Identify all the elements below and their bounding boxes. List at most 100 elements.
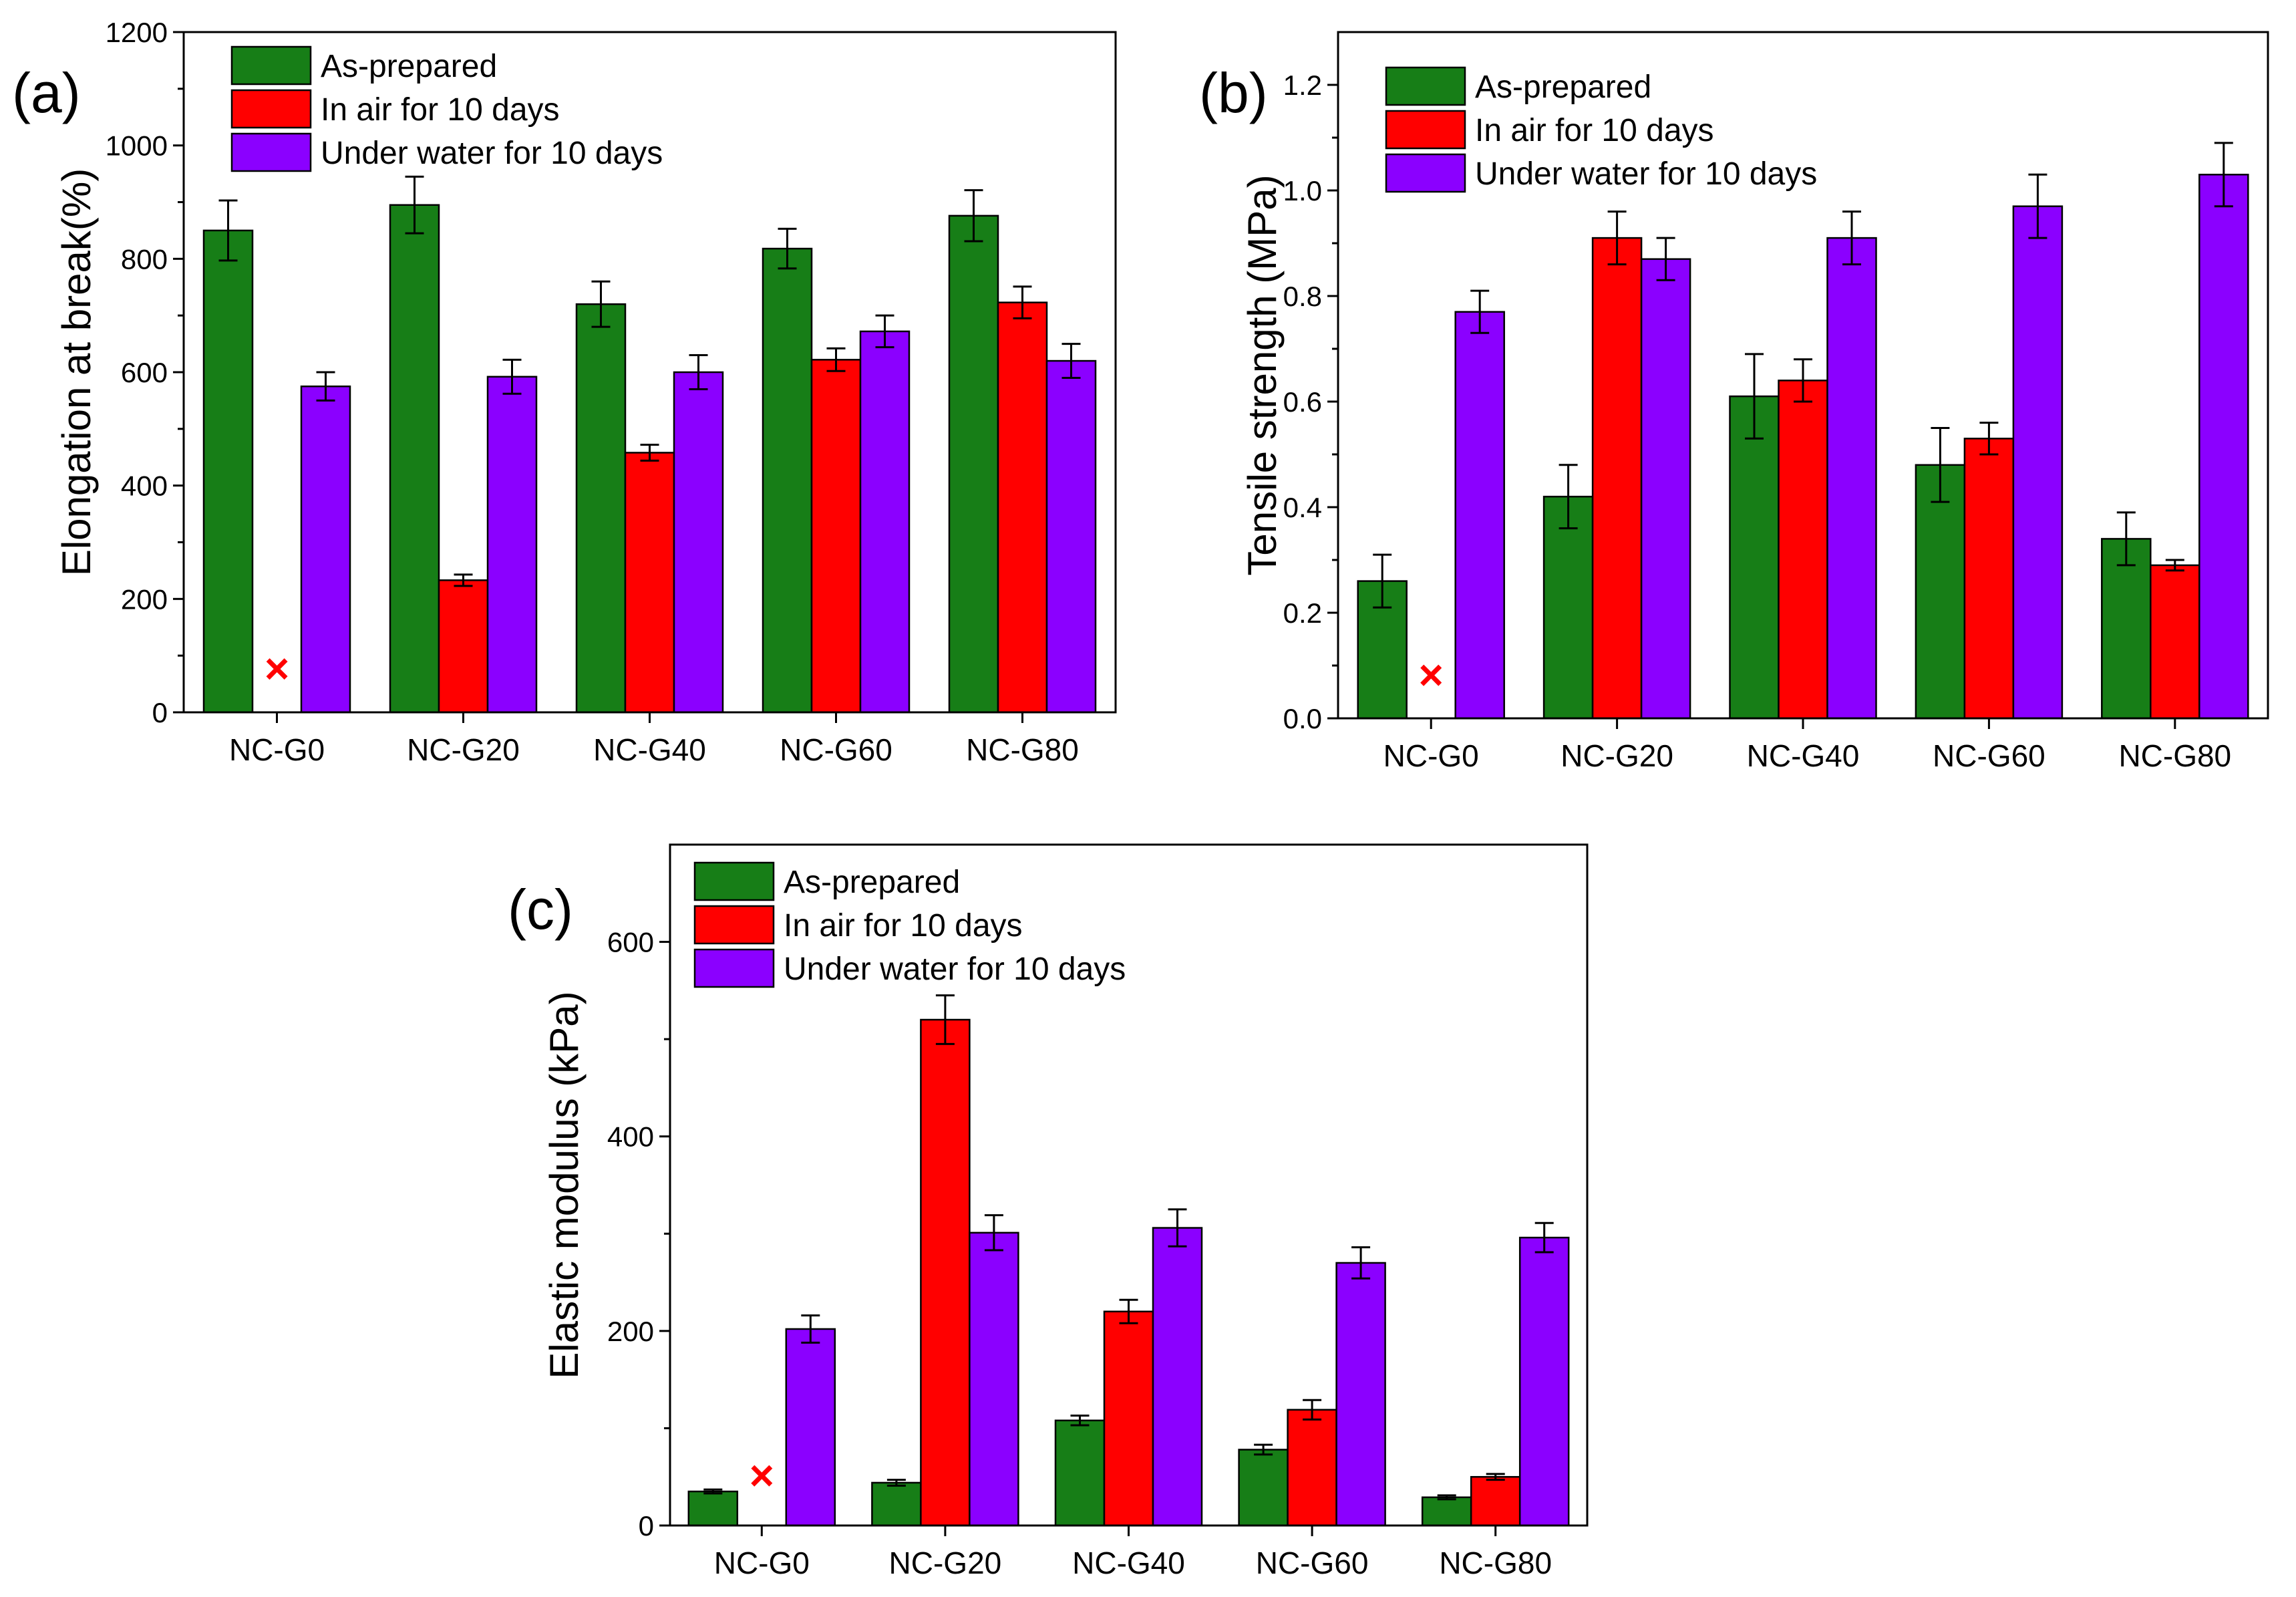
panel-label: (a) xyxy=(12,61,81,124)
bar xyxy=(1238,1449,1289,1527)
bar xyxy=(389,204,440,714)
legend: As-prepared In air for 10 days Under water… xyxy=(693,861,1126,988)
bar xyxy=(1470,1475,1521,1527)
y-tick-label: 0.6 xyxy=(1283,386,1322,418)
y-axis-label: Elastic modulus (kPa) xyxy=(542,991,587,1378)
x-tick-label: NC-G40 xyxy=(1747,738,1860,773)
y-tick-label: 0 xyxy=(152,697,168,728)
y-tick-label: 800 xyxy=(121,243,168,275)
y-tick-label: 600 xyxy=(607,927,654,958)
chart-panel-1: (a) 0 200 400 600 800 1000 1200 Elongation at br… xyxy=(12,17,1117,767)
panel-label: (c) xyxy=(508,878,573,941)
legend-label: As-prepared xyxy=(784,865,960,900)
y-tick-label: 0.4 xyxy=(1283,492,1322,523)
bar xyxy=(1826,237,1877,720)
bar xyxy=(624,452,675,714)
bar xyxy=(1729,395,1780,720)
chart-panel-3: (c) 0 200 400 600 Elastic modulus (kPa) NC-G0 N… xyxy=(508,843,1589,1580)
y-tick-label: 1.2 xyxy=(1283,69,1322,101)
y-axis-label: Elongation at break(%) xyxy=(54,168,99,576)
bar xyxy=(202,229,254,714)
legend-swatch xyxy=(230,45,312,86)
bar xyxy=(1045,359,1097,714)
missing-marker: × xyxy=(750,1451,774,1499)
bar xyxy=(1640,258,1691,720)
bar xyxy=(438,579,489,714)
bar xyxy=(969,1231,1019,1527)
legend: As-prepared In air for 10 days Under water… xyxy=(1385,66,1817,193)
bar xyxy=(785,1328,836,1527)
x-tick-label: NC-G40 xyxy=(593,732,706,767)
y-tick-label: 0.2 xyxy=(1283,597,1322,629)
legend-swatch xyxy=(1385,110,1466,150)
missing-marker: × xyxy=(265,644,289,692)
legend-label: In air for 10 days xyxy=(321,92,560,128)
bar xyxy=(810,359,862,714)
bar xyxy=(1103,1310,1154,1527)
panel-label: (b) xyxy=(1199,61,1268,124)
x-tick-label: NC-G80 xyxy=(2118,738,2231,773)
legend: As-prepared In air for 10 days Under water… xyxy=(230,45,663,172)
y-tick-label: 0.0 xyxy=(1283,703,1322,734)
legend-label: Under water for 10 days xyxy=(784,952,1126,987)
plot-frame xyxy=(182,31,1117,714)
bar xyxy=(673,371,724,714)
bar xyxy=(920,1018,971,1527)
bar xyxy=(871,1481,922,1527)
x-tick-label: NC-G80 xyxy=(966,732,1079,767)
x-tick-label: NC-G20 xyxy=(889,1546,1002,1580)
x-tick-label: NC-G40 xyxy=(1072,1546,1185,1580)
bar xyxy=(2101,538,2152,720)
legend-label: As-prepared xyxy=(321,49,497,84)
bar xyxy=(1054,1419,1106,1527)
bar xyxy=(2150,564,2200,720)
bar xyxy=(1287,1409,1337,1527)
x-tick-label: NC-G0 xyxy=(229,732,325,767)
bar xyxy=(2198,174,2249,720)
plot-frame xyxy=(1337,31,2269,720)
chart-panel-2: (b) 0.0 0.2 0.4 0.6 0.8 1.0 1.2 Tensile strength… xyxy=(1199,31,2269,773)
bar xyxy=(1963,438,2015,720)
bar xyxy=(1152,1227,1203,1527)
bar xyxy=(1591,237,1643,720)
bar xyxy=(300,385,351,714)
legend-swatch xyxy=(1385,153,1466,193)
y-tick-label: 400 xyxy=(607,1121,654,1153)
y-tick-label: 200 xyxy=(121,583,168,615)
y-tick-label: 1200 xyxy=(106,17,168,48)
bar xyxy=(859,330,911,714)
bar xyxy=(1335,1262,1386,1527)
x-tick-label: NC-G20 xyxy=(407,732,520,767)
legend-label: As-prepared xyxy=(1475,69,1651,105)
x-tick-label: NC-G60 xyxy=(780,732,892,767)
bar xyxy=(1518,1236,1570,1527)
bar xyxy=(948,214,999,714)
legend-swatch xyxy=(693,905,775,945)
bar xyxy=(486,376,538,714)
bar xyxy=(762,247,813,714)
y-tick-label: 0.8 xyxy=(1283,281,1322,312)
legend-label: Under water for 10 days xyxy=(1475,156,1817,192)
x-tick-label: NC-G60 xyxy=(1933,738,2045,773)
x-tick-label: NC-G60 xyxy=(1256,1546,1369,1580)
legend-swatch xyxy=(230,132,312,172)
legend-label: Under water for 10 days xyxy=(321,136,663,171)
y-tick-label: 600 xyxy=(121,357,168,388)
bar xyxy=(1454,311,1505,720)
plot-frame xyxy=(669,843,1589,1527)
x-tick-label: NC-G0 xyxy=(1383,738,1479,773)
x-tick-label: NC-G80 xyxy=(1439,1546,1552,1580)
legend-swatch xyxy=(693,948,775,988)
y-tick-label: 0 xyxy=(639,1510,654,1542)
legend-swatch xyxy=(1385,66,1466,106)
legend-label: In air for 10 days xyxy=(784,908,1023,943)
x-tick-label: NC-G0 xyxy=(714,1546,810,1580)
bar xyxy=(997,301,1048,714)
bar xyxy=(1915,464,1966,720)
y-tick-label: 1.0 xyxy=(1283,175,1322,206)
y-tick-label: 200 xyxy=(607,1316,654,1347)
legend-swatch xyxy=(693,861,775,901)
y-axis-label: Tensile strength (MPa) xyxy=(1240,174,1285,575)
bar xyxy=(1778,380,1828,720)
